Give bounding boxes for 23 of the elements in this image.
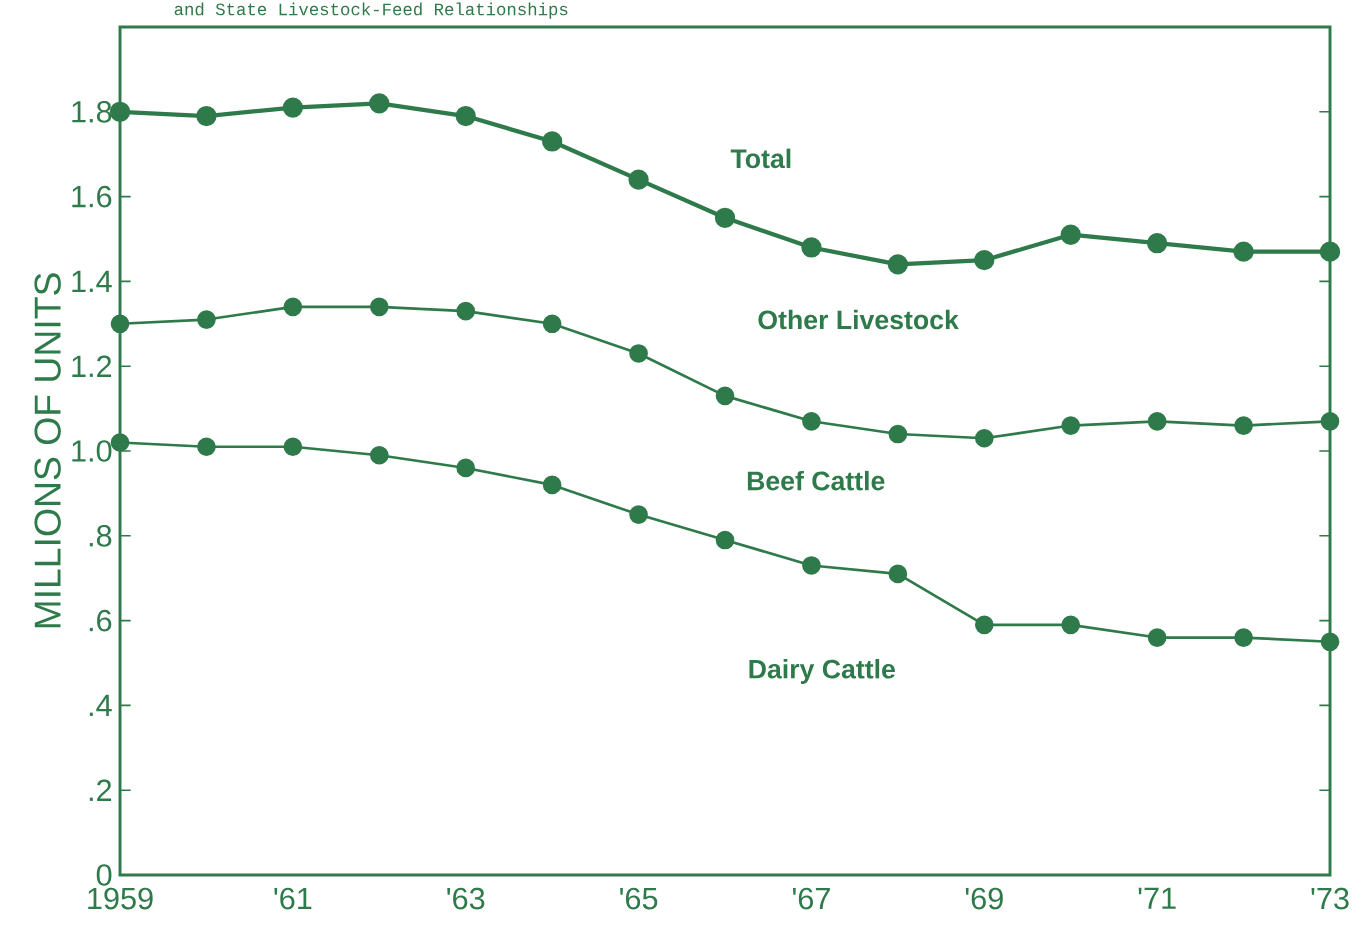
- y-tick-label: 1.2: [72, 355, 112, 377]
- y-tick-label: 1.6: [72, 185, 112, 208]
- y-tick-label: .8: [89, 524, 112, 547]
- chart-title: and State Livestock-Feed Relationships: [174, 2, 568, 19]
- annotation: Other Livestock: [758, 309, 959, 330]
- y-tick-label: 0: [96, 864, 112, 886]
- x-tick-label: '73: [1311, 887, 1349, 910]
- annotation: Beef Cattle: [747, 470, 885, 491]
- y-tick-label: .4: [89, 694, 112, 716]
- x-tick-label: '71: [1138, 887, 1176, 909]
- annotation: Dairy Cattle: [749, 659, 895, 684]
- y-tick-label: .6: [89, 609, 112, 632]
- x-tick-label: '63: [447, 887, 485, 910]
- x-tick-label: '67: [793, 887, 830, 910]
- x-tick-label: '65: [620, 887, 658, 910]
- x-tick-label: 1959: [88, 887, 153, 910]
- x-tick-label: '69: [965, 887, 1003, 910]
- x-tick-label: '61: [274, 887, 312, 910]
- y-tick-label: 1.4: [72, 270, 112, 292]
- annotation: Total: [730, 148, 791, 169]
- y-tick-label: .2: [89, 779, 112, 801]
- y-axis-title: MILLIONS OF UNITS: [34, 273, 61, 628]
- y-tick-label: 1.0: [72, 440, 112, 462]
